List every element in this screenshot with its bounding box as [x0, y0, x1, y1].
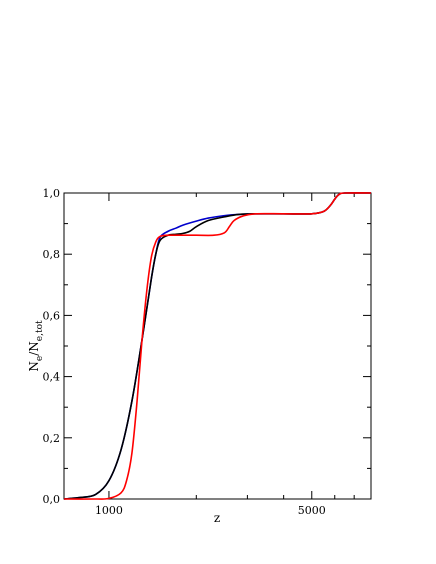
y-tick-label: 0,8	[43, 248, 61, 261]
series-line-0	[63, 192, 372, 500]
y-axis-title-sub1: e	[35, 356, 45, 361]
series-line-1	[63, 192, 372, 500]
y-axis-title-sub2: e,tot	[35, 320, 45, 341]
x-tick-label: 5000	[298, 504, 326, 517]
series-layer	[63, 192, 372, 500]
y-tick-label: 1,0	[43, 187, 61, 200]
y-tick-label: 0,6	[43, 309, 61, 322]
y-axis-title-sep: /N	[27, 341, 41, 356]
plot-frame	[63, 192, 372, 500]
y-axis-title-main: N	[27, 361, 41, 372]
series-line-2	[63, 192, 372, 500]
x-tick-label: 1000	[95, 504, 123, 517]
y-tick-label: 0,0	[43, 493, 61, 506]
x-ticks: 1000 5000	[95, 193, 355, 517]
y-ticks: 0,0 0,2 0,4 0,6 0,8 1,0	[43, 187, 371, 506]
x-axis-title: z	[214, 511, 220, 525]
y-axis-title: Ne/Ne,tot	[27, 320, 45, 372]
y-tick-label: 0,2	[43, 432, 61, 445]
y-tick-label: 0,4	[43, 371, 61, 384]
